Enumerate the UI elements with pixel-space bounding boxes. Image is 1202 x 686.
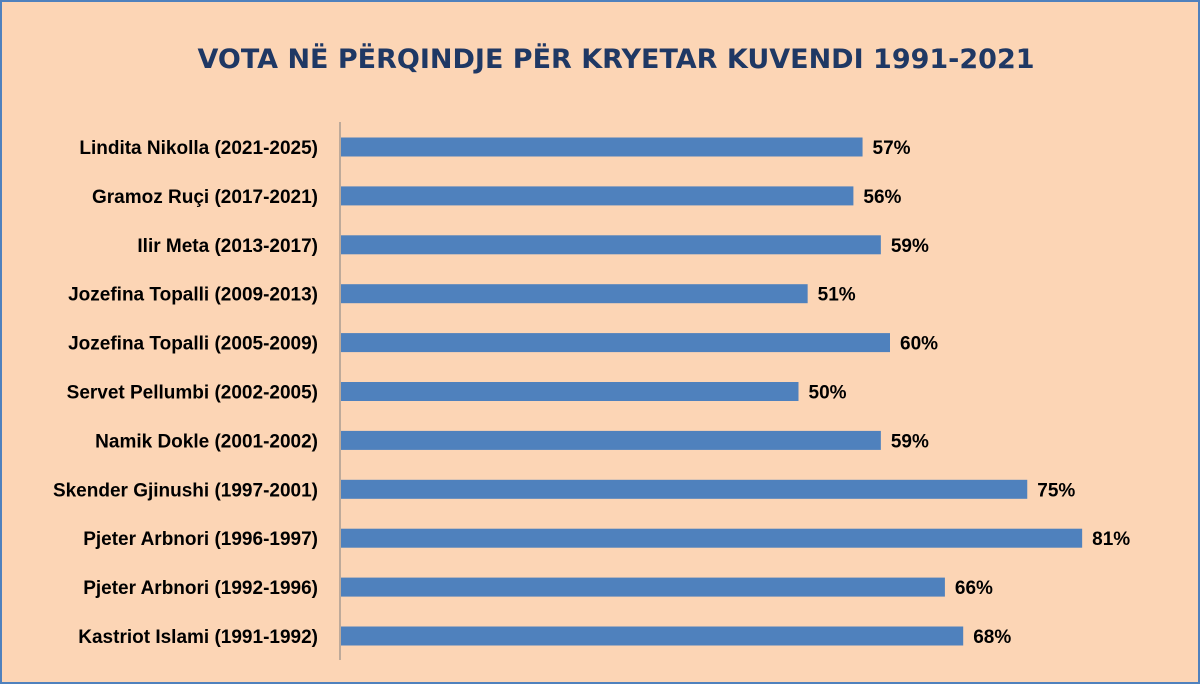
category-label: Jozefina Topalli (2005-2009) bbox=[68, 334, 318, 355]
bar bbox=[341, 626, 964, 646]
bar bbox=[341, 479, 1028, 499]
data-label: 66% bbox=[955, 578, 993, 599]
category-label: Gramoz Ruçi (2017-2021) bbox=[92, 187, 318, 208]
bar bbox=[341, 382, 799, 401]
data-label: 57% bbox=[873, 138, 911, 159]
bar bbox=[341, 430, 881, 450]
category-label: Kastriot Islami (1991-1992) bbox=[78, 627, 318, 648]
data-label: 60% bbox=[900, 334, 938, 355]
bar bbox=[341, 333, 890, 353]
bar bbox=[341, 528, 1083, 548]
category-label: Skender Gjinushi (1997-2001) bbox=[53, 480, 318, 501]
bar bbox=[341, 577, 945, 597]
category-label: Ilir Meta (2013-2017) bbox=[137, 236, 318, 257]
category-label: Servet Pellumbi (2002-2005) bbox=[67, 383, 318, 404]
data-label: 68% bbox=[973, 627, 1011, 648]
data-label: 59% bbox=[891, 431, 929, 452]
bar bbox=[341, 284, 808, 304]
data-label: 51% bbox=[818, 285, 856, 306]
data-label: 50% bbox=[809, 383, 847, 404]
category-label: Pjeter Arbnori (1996-1997) bbox=[83, 529, 318, 550]
category-label: Jozefina Topalli (2009-2013) bbox=[68, 285, 318, 306]
data-label: 81% bbox=[1092, 529, 1130, 550]
bars-group bbox=[341, 137, 1083, 646]
category-labels-group: Lindita Nikolla (2021-2025) Gramoz Ruçi (… bbox=[53, 138, 318, 648]
bar bbox=[341, 235, 881, 255]
data-label: 56% bbox=[863, 187, 901, 208]
category-label: Pjeter Arbnori (1992-1996) bbox=[83, 578, 318, 599]
bar bbox=[341, 137, 863, 157]
value-labels-group: 57% 56% 59% 51% 60% 50% 59% 75% 81% 66% 68% bbox=[809, 138, 1131, 648]
data-label: 75% bbox=[1037, 480, 1075, 501]
chart-title: VOTA NË PËRQINDJE PËR KRYETAR KUVENDI 19… bbox=[197, 44, 1035, 75]
data-label: 59% bbox=[891, 236, 929, 257]
bar bbox=[341, 186, 854, 206]
category-label: Namik Dokle (2001-2002) bbox=[95, 431, 318, 452]
category-label: Lindita Nikolla (2021-2025) bbox=[79, 138, 318, 159]
